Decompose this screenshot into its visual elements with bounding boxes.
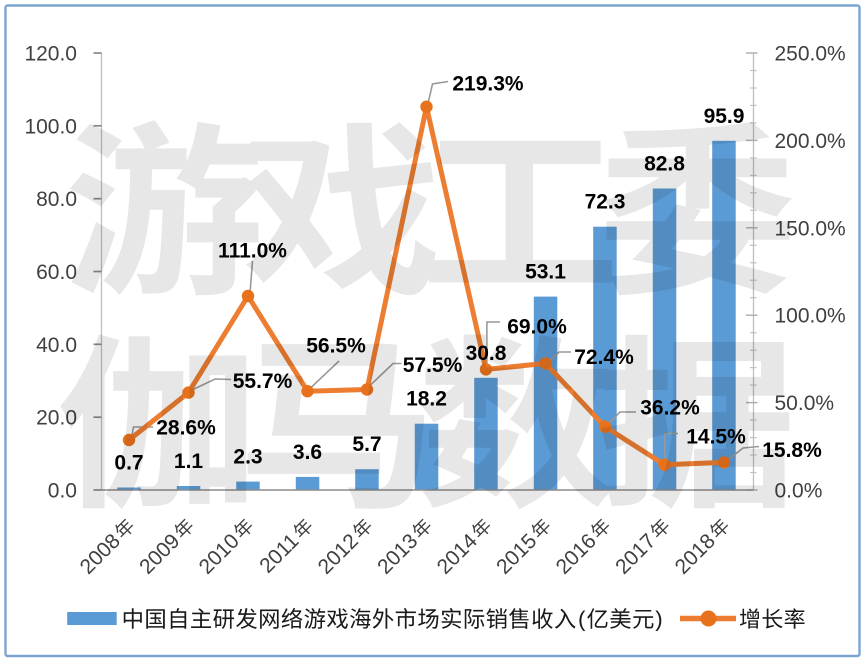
svg-text:80.0: 80.0 [36,188,77,211]
svg-text:): ) [655,607,662,632]
svg-text:100.0%: 100.0% [775,305,846,328]
svg-text:95.9: 95.9 [704,105,745,128]
svg-text:69.0%: 69.0% [507,316,567,339]
svg-text:219.3%: 219.3% [452,73,524,96]
svg-text:0.0: 0.0 [48,480,77,503]
svg-text:40.0: 40.0 [36,334,77,357]
svg-text:0.0%: 0.0% [775,480,823,503]
svg-text:72.4%: 72.4% [574,346,634,369]
svg-text:(: ( [578,607,586,632]
svg-text:60.0: 60.0 [36,261,77,284]
svg-text:150.0%: 150.0% [775,217,846,240]
svg-text:55.7%: 55.7% [233,370,293,393]
svg-text:120.0: 120.0 [24,43,77,66]
svg-text:5.7: 5.7 [352,433,381,456]
svg-text:100.0: 100.0 [24,115,77,138]
svg-text:250.0%: 250.0% [775,43,846,66]
svg-text:200.0%: 200.0% [775,130,846,153]
svg-text:50.0%: 50.0% [775,392,835,415]
